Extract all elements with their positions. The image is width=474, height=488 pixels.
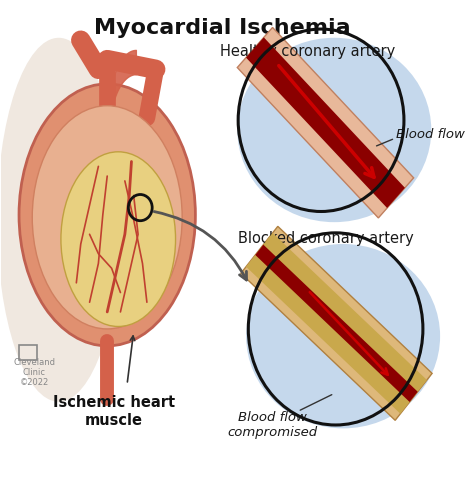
Text: Cleveland
Clinic
©2022: Cleveland Clinic ©2022 xyxy=(13,358,55,387)
Ellipse shape xyxy=(61,152,175,326)
Ellipse shape xyxy=(0,38,120,402)
Polygon shape xyxy=(237,27,414,218)
Polygon shape xyxy=(241,226,432,420)
Ellipse shape xyxy=(19,84,195,346)
Polygon shape xyxy=(246,38,405,208)
Ellipse shape xyxy=(32,106,182,329)
Text: Blood flow
compromised: Blood flow compromised xyxy=(228,410,318,439)
Text: Myocardial Ischemia: Myocardial Ischemia xyxy=(93,19,350,39)
Ellipse shape xyxy=(246,244,440,428)
Text: Blocked coronary artery: Blocked coronary artery xyxy=(237,231,413,245)
Polygon shape xyxy=(246,233,427,414)
Text: Blood flow: Blood flow xyxy=(396,128,465,141)
Text: Ischemic heart
muscle: Ischemic heart muscle xyxy=(53,395,175,427)
Text: Healthy coronary artery: Healthy coronary artery xyxy=(220,44,395,59)
Polygon shape xyxy=(255,244,418,402)
Ellipse shape xyxy=(237,38,431,222)
